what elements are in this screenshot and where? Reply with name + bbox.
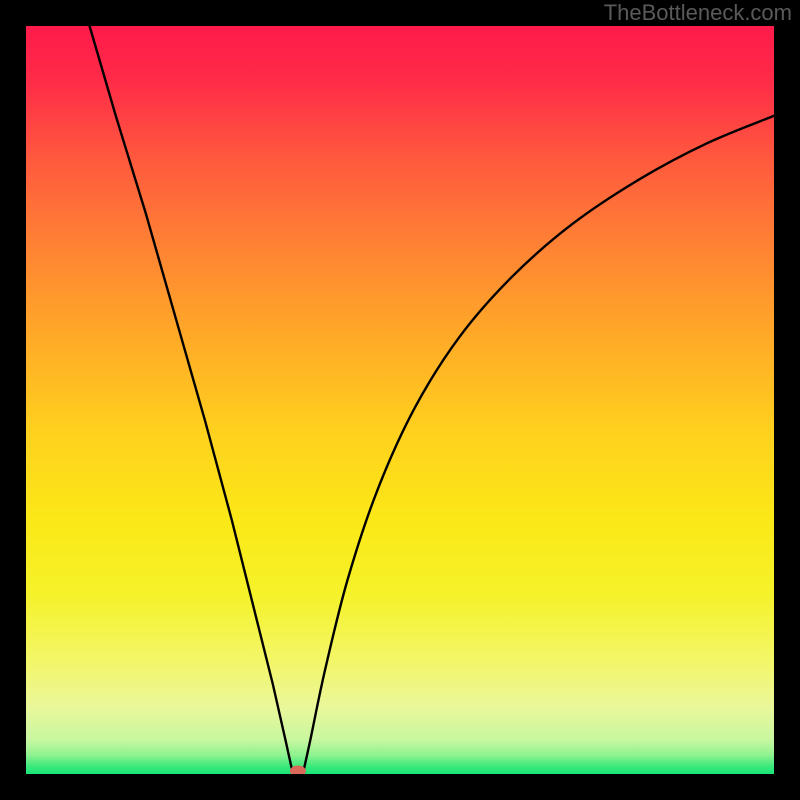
- watermark-text: TheBottleneck.com: [604, 0, 792, 26]
- chart-container: TheBottleneck.com: [0, 0, 800, 800]
- bottleneck-chart: [0, 0, 800, 800]
- gradient-background: [26, 26, 774, 774]
